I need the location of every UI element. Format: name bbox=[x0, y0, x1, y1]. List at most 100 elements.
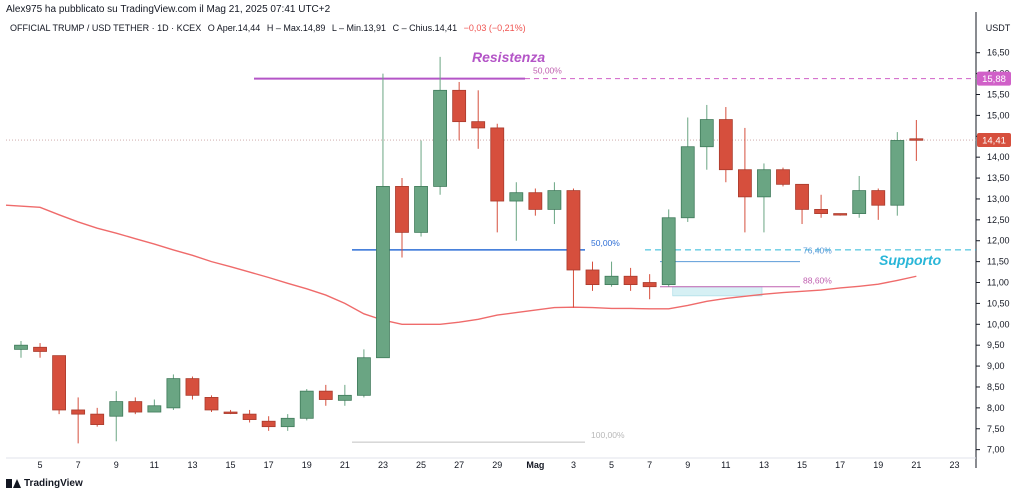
candle-body bbox=[680, 146, 695, 219]
candle bbox=[452, 81, 467, 141]
candle bbox=[280, 414, 295, 431]
x-tick-label: 7 bbox=[76, 460, 81, 470]
candle bbox=[376, 73, 390, 359]
low-value: L – Min.13,91 bbox=[331, 23, 387, 33]
y-tick-label: 15,50 bbox=[987, 89, 1010, 99]
fib-zone-shade bbox=[672, 286, 763, 297]
x-tick-label: 9 bbox=[114, 460, 119, 470]
candle-body bbox=[471, 121, 486, 129]
candle-body bbox=[452, 89, 467, 123]
x-tick-label: 23 bbox=[378, 460, 388, 470]
candle bbox=[471, 90, 486, 149]
current-price-tag-bg bbox=[977, 133, 1011, 148]
x-tick-label: 15 bbox=[797, 460, 807, 470]
candle bbox=[547, 182, 562, 225]
current-price-tag: 14,41 bbox=[982, 136, 1006, 147]
candle bbox=[90, 407, 105, 427]
symbol-label: OFFICIAL TRUMP / USD TETHER · 1D · KCEX bbox=[10, 23, 202, 33]
candle-body bbox=[185, 378, 200, 396]
x-tick-label: 27 bbox=[454, 460, 464, 470]
fib-label-50: 50,00% bbox=[591, 238, 620, 248]
y-tick-label: 14,00 bbox=[987, 152, 1010, 162]
candle bbox=[738, 127, 752, 233]
candle bbox=[204, 395, 219, 413]
candle bbox=[604, 261, 619, 287]
candle bbox=[109, 391, 124, 442]
candle bbox=[795, 183, 809, 225]
candle-body bbox=[585, 269, 600, 286]
candle-body bbox=[604, 275, 619, 286]
candle bbox=[71, 397, 86, 444]
candle bbox=[33, 343, 47, 358]
y-tick-label: 13,50 bbox=[987, 173, 1010, 183]
y-tick-label: 7,00 bbox=[987, 445, 1005, 455]
candle-body bbox=[547, 190, 562, 210]
candle-body bbox=[52, 355, 66, 411]
y-tick-label: 15,00 bbox=[987, 110, 1010, 120]
candle-body bbox=[795, 183, 809, 210]
y-tick-label: 12,50 bbox=[987, 215, 1010, 225]
candle bbox=[528, 188, 543, 216]
candle bbox=[52, 355, 66, 415]
candle bbox=[566, 188, 581, 308]
candle-body bbox=[128, 401, 143, 413]
candle-body bbox=[757, 169, 771, 198]
candle bbox=[509, 182, 524, 241]
candle bbox=[757, 163, 771, 233]
candle-body bbox=[376, 186, 390, 359]
y-tick-label: 10,50 bbox=[987, 298, 1010, 308]
candle bbox=[871, 188, 886, 220]
candle bbox=[128, 397, 143, 415]
y-tick-label: 11,50 bbox=[987, 257, 1009, 267]
candle-body bbox=[490, 127, 505, 202]
candle-body bbox=[166, 378, 181, 409]
candle-body bbox=[642, 282, 657, 288]
candle bbox=[356, 349, 371, 398]
candle-body bbox=[33, 346, 47, 352]
x-tick-label: 3 bbox=[571, 460, 576, 470]
x-tick-label: 17 bbox=[264, 460, 274, 470]
x-tick-label: 21 bbox=[340, 460, 350, 470]
candle bbox=[699, 104, 714, 170]
x-tick-label: 19 bbox=[873, 460, 883, 470]
x-tick-label: 19 bbox=[302, 460, 312, 470]
candle-body bbox=[223, 411, 238, 414]
close-value: C – Chius.14,41 bbox=[392, 23, 458, 33]
candle-body bbox=[318, 390, 333, 400]
x-tick-label: 15 bbox=[226, 460, 236, 470]
y-tick-label: 16,50 bbox=[987, 48, 1010, 58]
candle-body bbox=[528, 192, 543, 210]
y-tick-label: 9,00 bbox=[987, 361, 1005, 371]
candle-body bbox=[566, 190, 581, 271]
resistance-annotation: Resistenza bbox=[472, 49, 545, 65]
x-tick-label: Mag bbox=[526, 460, 544, 470]
candle-body bbox=[433, 89, 448, 187]
x-tick-label: 5 bbox=[38, 460, 43, 470]
ohlc-legend: OFFICIAL TRUMP / USD TETHER · 1D · KCEX … bbox=[10, 23, 526, 33]
candle bbox=[147, 399, 162, 413]
y-tick-label: 10,00 bbox=[987, 319, 1010, 329]
x-tick-label: 7 bbox=[647, 460, 652, 470]
candle-body bbox=[699, 119, 714, 148]
fib-label-886: 88,60% bbox=[803, 276, 832, 286]
fib-label-resistance: 50,00% bbox=[533, 66, 562, 76]
candle-body bbox=[337, 394, 352, 401]
candle-body bbox=[509, 192, 524, 202]
candle-body bbox=[661, 217, 676, 286]
candle bbox=[661, 209, 676, 287]
x-tick-label: 5 bbox=[609, 460, 614, 470]
candle bbox=[395, 178, 409, 258]
x-tick-label: 21 bbox=[911, 460, 921, 470]
candle-body bbox=[147, 405, 162, 413]
candle bbox=[185, 376, 200, 400]
candle-body bbox=[833, 213, 848, 216]
candle bbox=[242, 409, 257, 423]
x-tick-label: 13 bbox=[187, 460, 197, 470]
candle-body bbox=[299, 390, 314, 419]
candle bbox=[833, 213, 848, 216]
x-tick-label: 9 bbox=[685, 460, 690, 470]
footer-brand: TradingView bbox=[6, 478, 83, 489]
candle bbox=[166, 374, 181, 410]
y-tick-label: 11,00 bbox=[987, 278, 1009, 288]
